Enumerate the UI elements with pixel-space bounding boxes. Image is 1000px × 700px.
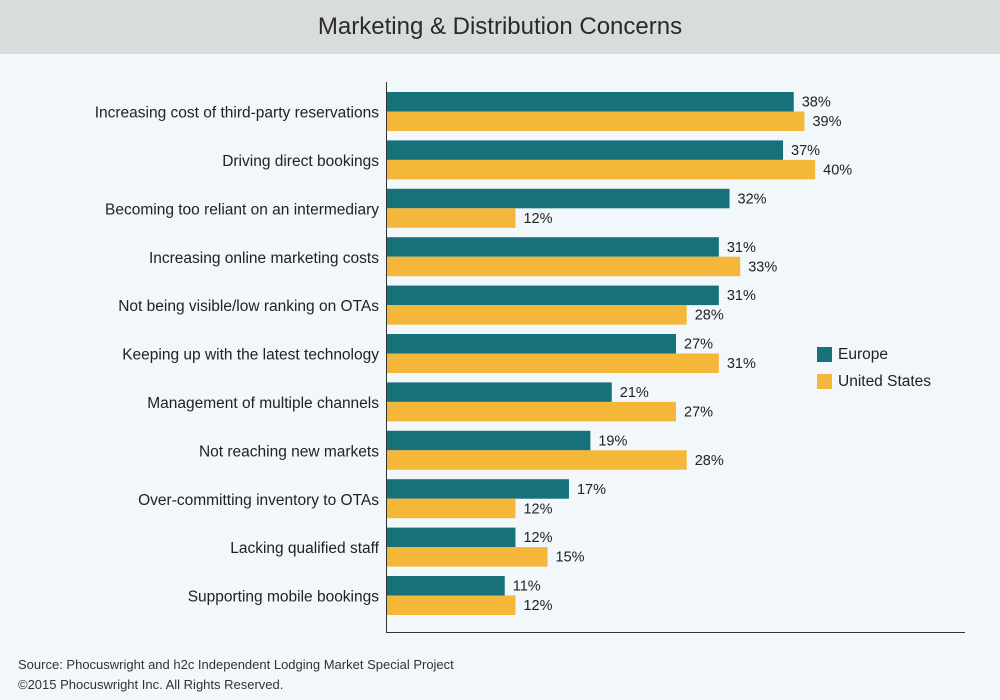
- bar-europe-not-being-visible-low-ranking-on-otas: [387, 285, 719, 306]
- bar-europe-increasing-online-marketing-costs: [387, 237, 719, 257]
- chart-title: Marketing & Distribution Concerns: [317, 13, 683, 40]
- value-label-united-states: 15%: [556, 550, 585, 566]
- value-label-united-states: 12%: [523, 211, 552, 227]
- category-label-management-of-multiple-channels: Management of multiple channels: [147, 395, 379, 412]
- bar-europe-driving-direct-bookings: [387, 140, 784, 160]
- bar-europe-supporting-mobile-bookings: [387, 576, 505, 596]
- bar-united-states-lacking-qualified-staff: [387, 547, 548, 567]
- bar-europe-increasing-cost-of-third-party-reservations: [387, 92, 794, 112]
- value-label-united-states: 39%: [812, 114, 841, 130]
- value-label-united-states: 31%: [727, 356, 756, 372]
- bar-europe-keeping-up-with-the-latest-technology: [387, 334, 676, 354]
- bar-united-states-driving-direct-bookings: [387, 159, 816, 180]
- category-label-supporting-mobile-bookings: Supporting mobile bookings: [188, 589, 380, 606]
- category-label-lacking-qualified-staff: Lacking qualified staff: [230, 540, 379, 557]
- bar-united-states-increasing-cost-of-third-party-reservations: [387, 111, 805, 131]
- value-label-europe: 31%: [727, 240, 756, 256]
- value-label-united-states: 28%: [695, 453, 724, 469]
- title-bar: Marketing & Distribution Concerns: [0, 0, 1000, 54]
- category-label-not-being-visible-low-ranking-on-otas: Not being visible/low ranking on OTAs: [118, 298, 379, 315]
- value-label-united-states: 40%: [823, 162, 852, 178]
- bar-europe-lacking-qualified-staff: [387, 527, 516, 548]
- bar-europe-over-committing-inventory-to-otas: [387, 479, 569, 499]
- category-label-over-committing-inventory-to-otas: Over-committing inventory to OTAs: [138, 492, 379, 509]
- value-label-europe: 12%: [523, 530, 552, 546]
- value-label-united-states: 33%: [748, 259, 777, 275]
- category-label-keeping-up-with-the-latest-technology: Keeping up with the latest technology: [122, 347, 379, 364]
- category-label-increasing-online-marketing-costs: Increasing online marketing costs: [149, 250, 379, 267]
- legend-swatch-europe: [817, 347, 832, 362]
- value-label-europe: 27%: [684, 337, 713, 353]
- value-label-europe: 38%: [802, 95, 831, 111]
- value-label-europe: 31%: [727, 288, 756, 304]
- value-label-europe: 17%: [577, 482, 606, 498]
- value-label-united-states: 28%: [695, 308, 724, 324]
- value-label-europe: 11%: [513, 579, 541, 595]
- source-note: Source: Phocuswright and h2c Independent…: [18, 657, 454, 672]
- bar-united-states-management-of-multiple-channels: [387, 401, 676, 422]
- value-label-europe: 32%: [738, 191, 767, 207]
- bar-united-states-not-reaching-new-markets: [387, 450, 687, 470]
- category-label-not-reaching-new-markets: Not reaching new markets: [199, 443, 379, 460]
- bar-europe-becoming-too-reliant-on-an-intermediary: [387, 188, 730, 209]
- bar-europe-management-of-multiple-channels: [387, 382, 612, 402]
- category-label-increasing-cost-of-third-party-reservations: Increasing cost of third-party reservati…: [95, 105, 380, 122]
- bar-united-states-over-committing-inventory-to-otas: [387, 498, 516, 519]
- value-label-europe: 19%: [598, 433, 627, 449]
- footer: Source: Phocuswright and h2c Independent…: [18, 655, 454, 695]
- value-label-united-states: 12%: [523, 598, 552, 614]
- legend-swatch-united-states: [817, 374, 832, 389]
- bar-united-states-becoming-too-reliant-on-an-intermediary: [387, 208, 516, 228]
- value-label-europe: 37%: [791, 143, 820, 159]
- value-label-united-states: 12%: [523, 501, 552, 517]
- value-label-europe: 21%: [620, 385, 649, 401]
- category-label-becoming-too-reliant-on-an-intermediary: Becoming too reliant on an intermediary: [105, 201, 379, 218]
- bar-united-states-supporting-mobile-bookings: [387, 595, 516, 615]
- bar-united-states-keeping-up-with-the-latest-technology: [387, 353, 719, 373]
- bar-europe-not-reaching-new-markets: [387, 430, 591, 451]
- copyright-note: ©2015 Phocuswright Inc. All Rights Reser…: [18, 677, 284, 692]
- bar-united-states-not-being-visible-low-ranking-on-otas: [387, 305, 687, 325]
- value-label-united-states: 27%: [684, 404, 713, 420]
- category-label-driving-direct-bookings: Driving direct bookings: [222, 153, 379, 170]
- legend-label-europe: Europe: [838, 346, 888, 363]
- legend-label-united-states: United States: [838, 373, 931, 390]
- bar-united-states-increasing-online-marketing-costs: [387, 256, 741, 277]
